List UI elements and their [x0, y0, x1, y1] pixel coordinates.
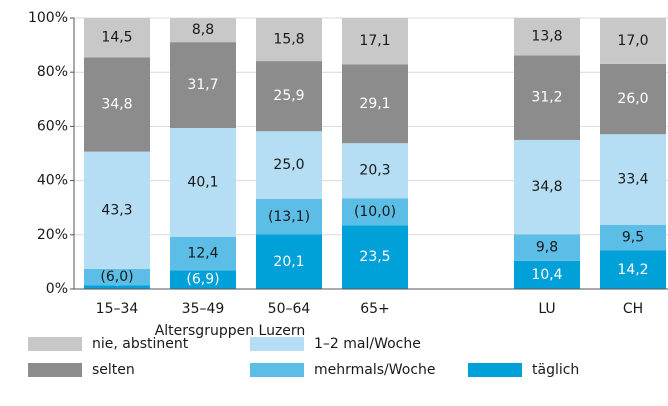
- value-label: 9,5: [622, 230, 644, 246]
- value-label: 10,4: [531, 267, 562, 283]
- y-tick-label: 100%: [28, 10, 68, 26]
- value-label: 20,1: [273, 254, 304, 270]
- value-label: 26,0: [617, 91, 648, 107]
- value-label: (13,1): [268, 209, 310, 225]
- legend-label: nie, abstinent: [92, 336, 189, 352]
- value-label: 13,8: [531, 29, 562, 45]
- value-label: 25,0: [273, 157, 304, 173]
- bar-segment: [256, 131, 322, 200]
- bar-segment: [600, 134, 666, 225]
- value-label: 34,8: [531, 179, 562, 195]
- bar-segment: [170, 270, 236, 289]
- bar-segment: [342, 18, 408, 65]
- bar-segment: [84, 268, 150, 286]
- bar-segment: [256, 199, 322, 235]
- bar-segment: [600, 17, 666, 64]
- legend-swatch: [28, 337, 82, 351]
- bar-segment: [84, 285, 150, 289]
- value-label: 17,0: [617, 33, 648, 49]
- bar-segment: [84, 18, 150, 58]
- value-label: 14,2: [617, 262, 648, 278]
- bar-segment: [342, 225, 408, 289]
- bar-segment: [514, 18, 580, 56]
- legend-swatch: [250, 337, 304, 351]
- bar-segment: [342, 143, 408, 199]
- value-label: 17,1: [359, 33, 390, 49]
- bar-segment: [600, 224, 666, 251]
- value-label: 12,4: [187, 245, 218, 261]
- bar-segment: [342, 198, 408, 226]
- value-label: 29,1: [359, 96, 390, 112]
- value-label: 31,7: [187, 77, 218, 93]
- value-label: 15,8: [273, 32, 304, 48]
- y-tick-label: 40%: [37, 173, 68, 189]
- y-tick-label: 0%: [46, 281, 68, 297]
- bar-segment: [170, 42, 236, 129]
- bar-segment: [342, 64, 408, 144]
- value-label: 33,4: [617, 172, 648, 188]
- bar-segment: [514, 55, 580, 140]
- bar-segment: [84, 151, 150, 269]
- legend-swatch: [250, 363, 304, 377]
- legend-swatch: [28, 363, 82, 377]
- bar-segment: [514, 139, 580, 235]
- x-tick-label: CH: [623, 301, 643, 317]
- value-label: (6,0): [100, 269, 133, 285]
- value-label: 40,1: [187, 174, 218, 190]
- y-tick-label: 80%: [37, 64, 68, 80]
- y-tick-label: 60%: [37, 118, 68, 134]
- bar-segment: [514, 234, 580, 261]
- value-label: 31,2: [531, 90, 562, 106]
- value-label: (6,9): [186, 272, 219, 288]
- legend-label: selten: [92, 362, 135, 378]
- bar-segment: [514, 260, 580, 289]
- value-label: 25,9: [273, 88, 304, 104]
- value-label: 23,5: [359, 249, 390, 265]
- x-tick-label: 35–49: [182, 301, 225, 317]
- bar-segment: [84, 57, 150, 152]
- legend-swatch: [468, 363, 522, 377]
- bar-segment: [256, 234, 322, 289]
- x-tick-label: 65+: [360, 301, 390, 317]
- value-label: 8,8: [192, 22, 214, 38]
- value-label: *: [114, 278, 121, 294]
- legend-label: 1–2 mal/Woche: [314, 336, 421, 352]
- bar-segment: [256, 61, 322, 132]
- value-label: 9,8: [536, 240, 558, 256]
- bar-segment: [600, 250, 666, 289]
- bar-segment: [256, 18, 322, 62]
- x-axis-label: Altersgruppen Luzern: [155, 323, 306, 339]
- x-tick-label: 50–64: [268, 301, 311, 317]
- bar-segment: [600, 63, 666, 135]
- x-tick-label: 15–34: [96, 301, 139, 317]
- bar-segment: [170, 236, 236, 271]
- bar-segment: [170, 128, 236, 237]
- bar-segment: [170, 18, 236, 43]
- value-label: 14,5: [101, 30, 132, 46]
- value-label: (10,0): [354, 204, 396, 220]
- legend-label: mehrmals/Woche: [314, 362, 436, 378]
- x-tick-label: LU: [538, 301, 555, 317]
- value-label: 43,3: [101, 202, 132, 218]
- value-label: 20,3: [359, 163, 390, 179]
- value-label: 34,8: [101, 96, 132, 112]
- y-tick-label: 20%: [37, 227, 68, 243]
- legend-label: täglich: [532, 362, 579, 378]
